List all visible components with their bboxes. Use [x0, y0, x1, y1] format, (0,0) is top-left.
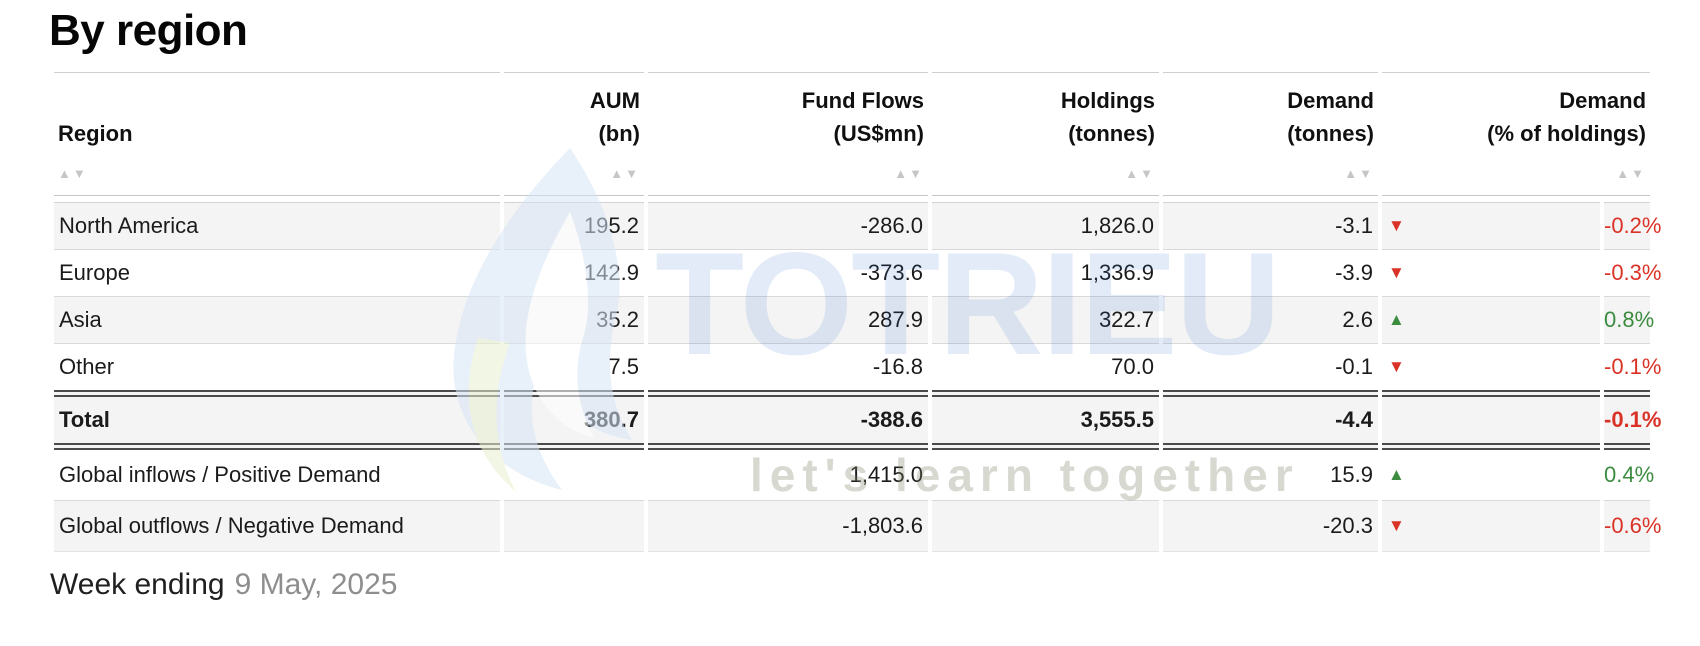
- region-cell: Europe: [54, 249, 500, 296]
- column-header-fund-flows[interactable]: Fund Flows (US$mn) ▲▼: [648, 72, 928, 196]
- region-cell: Other: [54, 343, 500, 390]
- fund-flows-cell: -286.0: [648, 202, 928, 249]
- holdings-cell: [932, 500, 1159, 552]
- trend-arrow-icon: ▼: [1382, 249, 1600, 296]
- header-row: Region ▲▼ AUM (bn) ▲▼ Fund Flows (US$mn)…: [54, 72, 1651, 196]
- sort-control[interactable]: ▲▼: [1382, 167, 1650, 181]
- table-row: Other 7.5 -16.8 70.0 -0.1 ▼ -0.1%: [54, 343, 1661, 390]
- sort-desc-icon[interactable]: ▼: [1631, 166, 1647, 181]
- percent-cell: -0.6%: [1604, 500, 1661, 552]
- table-row: Asia 35.2 287.9 322.7 2.6 ▲ 0.8%: [54, 296, 1654, 343]
- demand-cell: 15.9: [1163, 450, 1378, 500]
- demand-cell: -0.1: [1163, 343, 1378, 390]
- column-label: (tonnes): [1287, 121, 1374, 146]
- trend-arrow-icon: ▲: [1382, 450, 1600, 500]
- sort-control[interactable]: ▲▼: [648, 167, 928, 181]
- sort-control[interactable]: ▲▼: [1163, 167, 1378, 181]
- demand-cell: 2.6: [1163, 296, 1378, 343]
- sort-asc-icon[interactable]: ▲: [1616, 166, 1632, 181]
- column-label-top: Demand: [1287, 88, 1374, 113]
- week-ending-date: 9 May, 2025: [234, 568, 398, 601]
- sort-control[interactable]: ▲▼: [932, 167, 1159, 181]
- trend-arrow-icon: ▼: [1382, 343, 1600, 390]
- total-row: Total 380.7 -388.6 3,555.5 -4.4 -0.1%: [54, 390, 1661, 450]
- fund-flows-cell: -16.8: [648, 343, 928, 390]
- fund-flows-cell: 1,415.0: [648, 450, 928, 500]
- aum-cell: 380.7: [504, 390, 644, 450]
- demand-cell: -3.9: [1163, 249, 1378, 296]
- aum-cell: [504, 500, 644, 552]
- total-label-cell: Total: [54, 390, 500, 450]
- percent-cell: 0.4%: [1604, 450, 1654, 500]
- holdings-cell: [932, 450, 1159, 500]
- sort-control[interactable]: ▲▼: [504, 167, 644, 181]
- sort-desc-icon[interactable]: ▼: [909, 166, 924, 181]
- column-label: (bn): [598, 121, 640, 146]
- column-label-top: Demand: [1559, 88, 1647, 113]
- fund-flows-cell: -388.6: [648, 390, 928, 450]
- sort-asc-icon[interactable]: ▲: [1344, 166, 1360, 181]
- percent-cell: -0.1%: [1604, 343, 1661, 390]
- column-label-top: Fund Flows: [801, 88, 924, 113]
- summary-label-cell: Global inflows / Positive Demand: [54, 450, 500, 500]
- fund-flows-cell: -1,803.6: [648, 500, 928, 552]
- sort-desc-icon[interactable]: ▼: [72, 166, 88, 181]
- aum-cell: 142.9: [504, 249, 644, 296]
- sort-desc-icon[interactable]: ▼: [1359, 166, 1374, 181]
- percent-cell: -0.2%: [1604, 202, 1661, 249]
- trend-arrow-icon: ▼: [1382, 202, 1600, 249]
- table-row: Europe 142.9 -373.6 1,336.9 -3.9 ▼ -0.3%: [54, 249, 1661, 296]
- column-label-top: [54, 85, 500, 117]
- sort-desc-icon[interactable]: ▼: [625, 166, 640, 181]
- holdings-cell: 1,336.9: [932, 249, 1159, 296]
- column-label: Region: [58, 121, 133, 146]
- sort-desc-icon[interactable]: ▼: [1140, 166, 1155, 181]
- aum-cell: 7.5: [504, 343, 644, 390]
- column-label: (tonnes): [1068, 121, 1155, 146]
- region-cell: North America: [54, 202, 500, 249]
- sort-control[interactable]: ▲▼: [54, 167, 500, 181]
- sort-asc-icon[interactable]: ▲: [58, 166, 73, 181]
- fund-flows-cell: -373.6: [648, 249, 928, 296]
- region-cell: Asia: [54, 296, 500, 343]
- by-region-table: Region ▲▼ AUM (bn) ▲▼ Fund Flows (US$mn)…: [50, 72, 1661, 552]
- sort-asc-icon[interactable]: ▲: [1125, 166, 1141, 181]
- trend-arrow-icon: [1382, 390, 1600, 450]
- sort-asc-icon[interactable]: ▲: [610, 166, 626, 181]
- demand-cell: -4.4: [1163, 390, 1378, 450]
- sort-asc-icon[interactable]: ▲: [894, 166, 910, 181]
- holdings-cell: 322.7: [932, 296, 1159, 343]
- holdings-cell: 70.0: [932, 343, 1159, 390]
- holdings-cell: 3,555.5: [932, 390, 1159, 450]
- column-header-aum[interactable]: AUM (bn) ▲▼: [504, 72, 644, 196]
- column-label-top: Holdings: [1060, 88, 1155, 113]
- column-header-region[interactable]: Region ▲▼: [54, 72, 500, 196]
- aum-cell: 35.2: [504, 296, 644, 343]
- summary-label-cell: Global outflows / Negative Demand: [54, 500, 500, 552]
- column-label-top: AUM: [589, 88, 640, 113]
- column-header-holdings[interactable]: Holdings (tonnes) ▲▼: [932, 72, 1159, 196]
- column-label: (US$mn): [833, 121, 924, 146]
- percent-cell: -0.3%: [1604, 249, 1661, 296]
- trend-arrow-icon: ▼: [1382, 500, 1600, 552]
- global-outflows-row: Global outflows / Negative Demand -1,803…: [54, 500, 1661, 552]
- percent-cell: 0.8%: [1604, 296, 1654, 343]
- aum-cell: [504, 450, 644, 500]
- page-title: By region: [49, 6, 248, 55]
- column-header-demand-pct[interactable]: Demand (% of holdings) ▲▼: [1382, 72, 1651, 196]
- aum-cell: 195.2: [504, 202, 644, 249]
- column-header-demand-tonnes[interactable]: Demand (tonnes) ▲▼: [1163, 72, 1378, 196]
- demand-cell: -3.1: [1163, 202, 1378, 249]
- percent-cell: -0.1%: [1604, 390, 1661, 450]
- global-inflows-row: Global inflows / Positive Demand 1,415.0…: [54, 450, 1654, 500]
- fund-flows-cell: 287.9: [648, 296, 928, 343]
- week-ending: Week ending 9 May, 2025: [50, 568, 397, 602]
- column-label: (% of holdings): [1487, 121, 1647, 146]
- trend-arrow-icon: ▲: [1382, 296, 1600, 343]
- holdings-cell: 1,826.0: [932, 202, 1159, 249]
- table-row: North America 195.2 -286.0 1,826.0 -3.1 …: [54, 202, 1661, 249]
- demand-cell: -20.3: [1163, 500, 1378, 552]
- week-ending-label: Week ending: [50, 568, 225, 601]
